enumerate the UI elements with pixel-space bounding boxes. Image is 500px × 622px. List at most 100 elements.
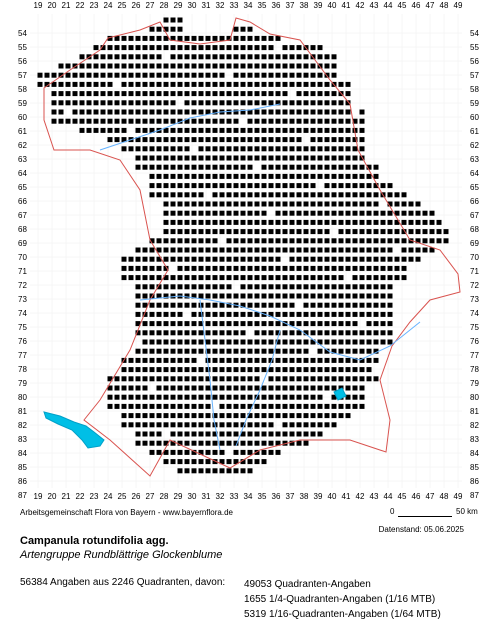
occurrence-square xyxy=(289,183,295,189)
y-tick-label: 73 xyxy=(18,295,27,304)
occurrence-square xyxy=(317,238,323,244)
occurrence-square xyxy=(205,81,211,87)
occurrence-square xyxy=(275,173,281,179)
occurrence-square xyxy=(303,339,309,345)
occurrence-square xyxy=(107,35,113,41)
occurrence-square xyxy=(240,348,246,354)
occurrence-square xyxy=(247,339,253,345)
occurrence-square xyxy=(380,219,386,225)
occurrence-square xyxy=(310,394,316,400)
occurrence-square xyxy=(310,137,316,143)
occurrence-square xyxy=(303,72,309,78)
occurrence-square xyxy=(233,385,239,391)
occurrence-square xyxy=(86,91,92,97)
occurrence-square xyxy=(373,173,379,179)
occurrence-square xyxy=(394,201,400,207)
occurrence-square xyxy=(303,219,309,225)
occurrence-square xyxy=(205,54,211,60)
occurrence-square xyxy=(135,403,141,409)
occurrence-square xyxy=(289,330,295,336)
occurrence-square xyxy=(240,109,246,115)
occurrence-square xyxy=(191,321,197,327)
occurrence-square xyxy=(310,284,316,290)
occurrence-square xyxy=(303,311,309,317)
occurrence-square xyxy=(275,91,281,97)
occurrence-square xyxy=(247,394,253,400)
occurrence-square xyxy=(198,459,204,465)
occurrence-square xyxy=(324,265,330,271)
y-tick-label: 71 xyxy=(470,267,479,276)
occurrence-square xyxy=(205,413,211,419)
occurrence-square xyxy=(359,229,365,235)
occurrence-square xyxy=(359,311,365,317)
occurrence-square xyxy=(212,459,218,465)
occurrence-square xyxy=(156,449,162,455)
occurrence-square xyxy=(268,385,274,391)
occurrence-square xyxy=(366,192,372,198)
occurrence-square xyxy=(317,293,323,299)
occurrence-square xyxy=(170,247,176,253)
occurrence-square xyxy=(261,403,267,409)
occurrence-square xyxy=(149,348,155,354)
occurrence-square xyxy=(275,376,281,382)
occurrence-square xyxy=(366,183,372,189)
occurrence-square xyxy=(163,173,169,179)
occurrence-square xyxy=(373,357,379,363)
occurrence-square xyxy=(303,173,309,179)
x-tick-label: 24 xyxy=(104,492,113,500)
occurrence-square xyxy=(303,164,309,170)
occurrence-square xyxy=(107,72,113,78)
occurrence-square xyxy=(289,173,295,179)
occurrence-square xyxy=(338,219,344,225)
occurrence-square xyxy=(149,256,155,262)
occurrence-square xyxy=(352,137,358,143)
occurrence-square xyxy=(268,311,274,317)
occurrence-square xyxy=(184,468,190,474)
occurrence-square xyxy=(149,394,155,400)
occurrence-square xyxy=(366,247,372,253)
y-tick-label: 65 xyxy=(18,183,27,192)
occurrence-square xyxy=(359,210,365,216)
occurrence-square xyxy=(296,219,302,225)
occurrence-square xyxy=(205,330,211,336)
occurrence-square xyxy=(345,265,351,271)
occurrence-square xyxy=(317,54,323,60)
occurrence-square xyxy=(289,293,295,299)
occurrence-square xyxy=(261,275,267,281)
occurrence-square xyxy=(366,284,372,290)
occurrence-square xyxy=(233,35,239,41)
occurrence-square xyxy=(191,275,197,281)
occurrence-square xyxy=(275,413,281,419)
occurrence-square xyxy=(373,284,379,290)
occurrence-square xyxy=(296,385,302,391)
occurrence-square xyxy=(247,72,253,78)
occurrence-square xyxy=(352,229,358,235)
y-tick-label: 75 xyxy=(470,323,479,332)
species-common-name: Artengruppe Rundblättrige Glockenblume xyxy=(20,549,223,561)
occurrence-square xyxy=(324,321,330,327)
occurrence-square xyxy=(324,302,330,308)
occurrence-square xyxy=(135,247,141,253)
occurrence-square xyxy=(219,431,225,437)
occurrence-square xyxy=(254,173,260,179)
occurrence-square xyxy=(310,247,316,253)
occurrence-square xyxy=(373,311,379,317)
occurrence-square xyxy=(205,45,211,51)
occurrence-square xyxy=(226,348,232,354)
river-danube xyxy=(139,295,421,361)
occurrence-square xyxy=(226,357,232,363)
occurrence-square xyxy=(191,118,197,124)
occurrence-square xyxy=(366,321,372,327)
y-tick-label: 72 xyxy=(18,281,27,290)
x-tick-label: 38 xyxy=(300,492,309,500)
occurrence-square xyxy=(107,109,113,115)
occurrence-square xyxy=(394,219,400,225)
occurrence-square xyxy=(282,265,288,271)
x-tick-label: 35 xyxy=(258,1,267,10)
occurrence-square xyxy=(261,459,267,465)
occurrence-square xyxy=(324,348,330,354)
occurrence-square xyxy=(142,81,148,87)
occurrence-square xyxy=(177,449,183,455)
occurrence-square xyxy=(177,385,183,391)
y-tick-label: 84 xyxy=(18,449,27,458)
